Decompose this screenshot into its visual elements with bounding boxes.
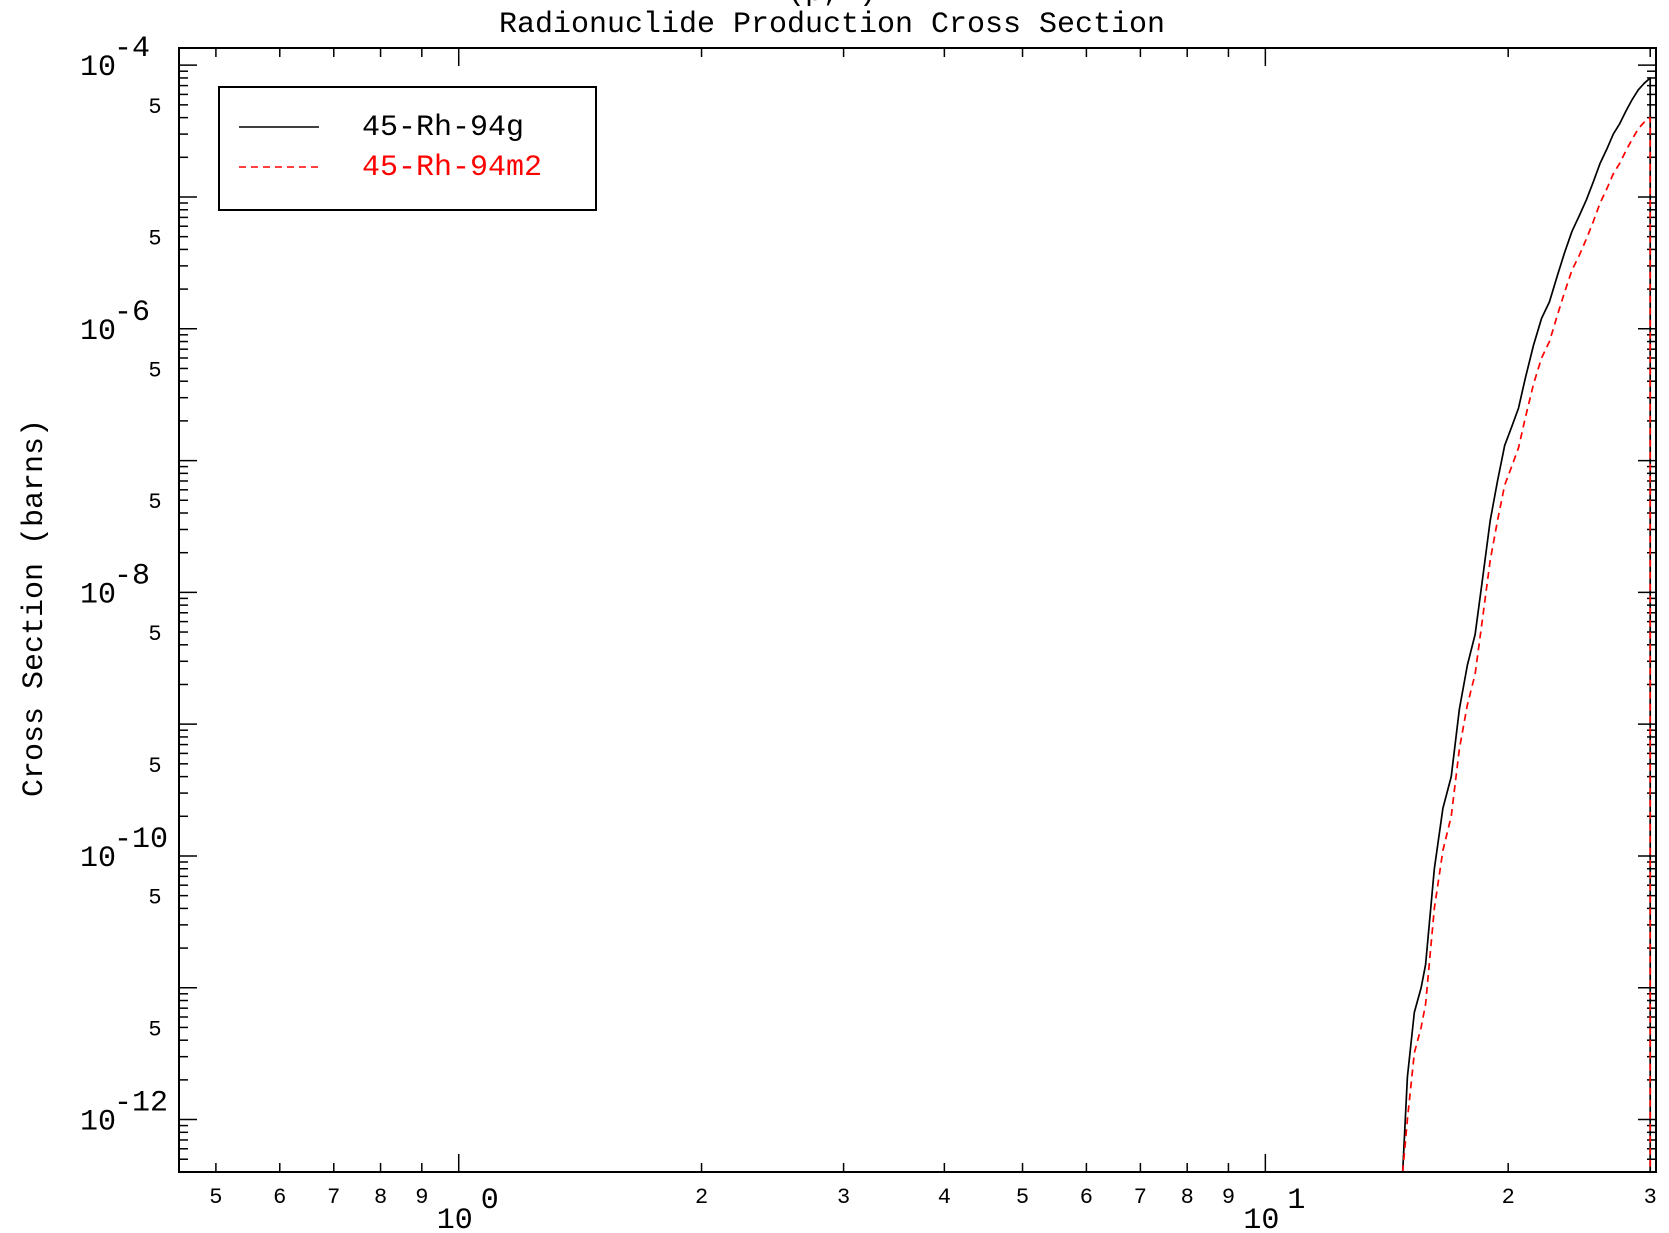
x-tick-label: 6 — [273, 1185, 286, 1210]
y-major-tick-base: 10 — [80, 578, 116, 612]
y-tick-label: 5 — [148, 358, 161, 383]
y-tick-label: 5 — [148, 886, 161, 911]
legend-box — [218, 86, 597, 211]
y-major-tick-base: 10 — [80, 842, 116, 876]
x-major-tick-base: 10 — [437, 1204, 473, 1233]
series-line-rh94m2 — [1401, 116, 1652, 1173]
chart-title: Radionuclide Production Cross Section — [499, 8, 1165, 42]
x-tick-label: 8 — [1181, 1185, 1194, 1210]
y-major-tick-exponent: -8 — [114, 559, 150, 593]
x-tick-label: 4 — [938, 1185, 951, 1210]
x-tick-label: 9 — [1222, 1185, 1235, 1210]
x-tick-label: 6 — [1080, 1185, 1093, 1210]
y-tick-label: 5 — [148, 754, 161, 779]
x-major-tick-exponent: 1 — [1287, 1184, 1305, 1218]
x-major-tick-exponent: 0 — [481, 1184, 499, 1218]
series-line-rh94g — [1401, 77, 1652, 1173]
x-tick-labels: 5 6 7 8 9 2 3 4 5 6 7 8 9 2 3 10 0 10 1 — [209, 1184, 1657, 1233]
y-major-tick-exponent: -6 — [114, 296, 150, 330]
x-tick-label: 3 — [1644, 1185, 1657, 1210]
plot-frame — [178, 47, 1657, 1173]
y-major-tick-base: 10 — [80, 51, 116, 85]
y-tick-label: 5 — [148, 227, 161, 252]
x-tick-label: 5 — [1016, 1185, 1029, 1210]
y-tick-label: 5 — [148, 1017, 161, 1042]
y-major-tick-exponent: -10 — [114, 823, 168, 857]
y-major-tick-base: 10 — [80, 315, 116, 349]
legend-label-rh94g: 45-Rh-94g — [362, 111, 524, 145]
x-tick-label: 9 — [415, 1185, 428, 1210]
series-layer — [1401, 77, 1652, 1173]
x-tick-label: 7 — [1134, 1185, 1147, 1210]
y-major-tick-exponent: -4 — [114, 32, 150, 66]
x-tick-label: 7 — [327, 1185, 340, 1210]
x-tick-label: 5 — [209, 1185, 222, 1210]
major-ticks — [179, 48, 1656, 1172]
legend: 45-Rh-94g 45-Rh-94m2 — [218, 86, 597, 211]
y-axis-label: Cross Section (barns) — [18, 419, 52, 797]
y-major-tick-base: 10 — [80, 1106, 116, 1140]
y-tick-label: 5 — [148, 95, 161, 120]
chart-title-top-fragment: (p,x) — [787, 0, 877, 10]
x-major-tick-base: 10 — [1243, 1204, 1279, 1233]
minor-ticks — [179, 48, 1656, 1173]
legend-label-rh94m2: 45-Rh-94m2 — [362, 151, 542, 185]
x-tick-label: 2 — [695, 1185, 708, 1210]
y-tick-label: 5 — [148, 622, 161, 647]
x-tick-label: 3 — [837, 1185, 850, 1210]
y-tick-label: 5 — [148, 490, 161, 515]
x-tick-label: 8 — [374, 1185, 387, 1210]
y-major-tick-exponent: -12 — [114, 1087, 168, 1121]
x-tick-label: 2 — [1502, 1185, 1515, 1210]
